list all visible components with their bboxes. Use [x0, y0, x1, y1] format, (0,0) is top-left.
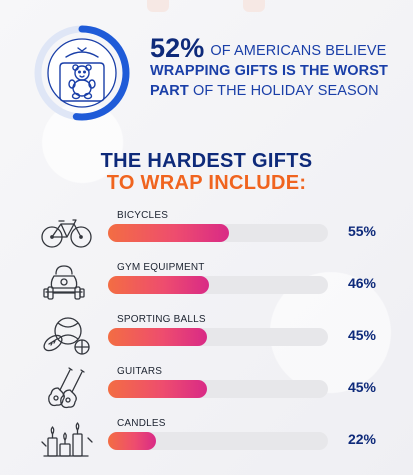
bar-track: [108, 432, 328, 450]
bar-track: [108, 380, 328, 398]
bar-track: [108, 224, 328, 242]
bar-row: GUITARS 45%: [0, 366, 413, 416]
bar-fill: [108, 224, 229, 242]
section-title-line-2: TO WRAP INCLUDE:: [106, 172, 307, 194]
bar-value-label: 45%: [347, 379, 376, 395]
section-title-line-1: THE HARDEST GIFTS: [100, 150, 313, 172]
bar-fill: [108, 432, 156, 450]
top-decoration: [243, 0, 265, 12]
bar-label: SPORTING BALLS: [117, 314, 206, 325]
top-decoration: [147, 0, 169, 12]
bar-value-label: 55%: [347, 223, 376, 239]
hero-line-3: OF THE HOLIDAY SEASON: [192, 83, 379, 99]
hero-line-2: WRAPPING GIFTS IS THE WORST: [150, 63, 388, 79]
bar-label: CANDLES: [117, 418, 166, 429]
bar-label: GUITARS: [117, 366, 163, 377]
sporting-balls-icon: [43, 317, 90, 355]
bar-track: [108, 276, 328, 294]
bar-value-label: 22%: [347, 431, 376, 447]
hero-line-1: OF AMERICANS BELIEVE: [210, 43, 387, 59]
hero-statement: 52% OF AMERICANS BELIEVE WRAPPING GIFTS I…: [150, 35, 400, 101]
bar-row: BICYCLES 55%: [0, 210, 413, 260]
hero-stat: 52%: [150, 33, 205, 63]
bar-row: SPORTING BALLS 45%: [0, 314, 413, 364]
hero-line-3-bold: PART: [150, 83, 189, 99]
bar-fill: [108, 328, 207, 346]
guitars-icon: [48, 367, 85, 409]
bar-fill: [108, 276, 209, 294]
bar-value-label: 46%: [347, 275, 376, 291]
bar-label: GYM EQUIPMENT: [117, 262, 205, 273]
teddy-bear-gift-wrap-icon: [59, 47, 105, 102]
bar-track: [108, 328, 328, 346]
bar-row: CANDLES 22%: [0, 418, 413, 468]
bar-fill: [108, 380, 207, 398]
hero-progress-ring: [34, 25, 130, 121]
bar-label: BICYCLES: [117, 210, 169, 221]
bar-value-label: 45%: [347, 327, 376, 343]
bar-row: GYM EQUIPMENT 46%: [0, 262, 413, 312]
bicycle-icon: [41, 219, 92, 248]
kettlebell-dumbbell-icon: [43, 265, 85, 300]
candles-icon: [41, 422, 93, 457]
